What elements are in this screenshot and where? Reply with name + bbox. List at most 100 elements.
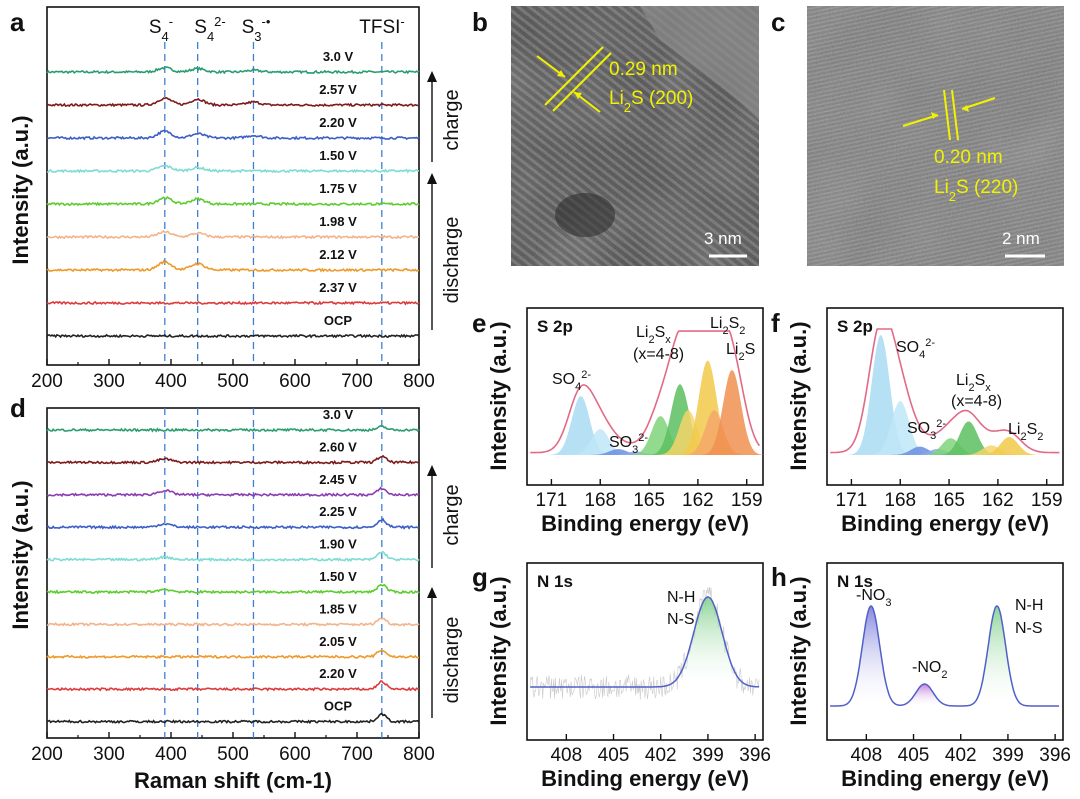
corner-label: N 1s <box>537 572 573 591</box>
y-axis-label: Intensity (a.u.) <box>486 321 511 470</box>
traces <box>46 66 420 339</box>
envelope-curve <box>530 330 761 454</box>
trace-260V <box>46 454 420 465</box>
fit-envelope <box>530 596 760 688</box>
x-tick-label: 159 <box>1031 490 1063 511</box>
x-tick-label: 800 <box>403 371 435 392</box>
trace-175V <box>46 196 420 207</box>
traces <box>46 424 420 725</box>
x-tick-label: 600 <box>279 744 311 765</box>
y-axis-label: Intensity (a.u.) <box>486 576 511 725</box>
component-peak-4 <box>901 438 1000 455</box>
trace-257V <box>46 96 420 108</box>
panel-b-tem-image: 0.29 nm Li2S (200) 3 nm <box>511 6 759 266</box>
trace-220V <box>46 680 420 692</box>
trace-150V <box>46 583 420 595</box>
xps-plot: 171 168 165 162 159 <box>830 328 1063 511</box>
corner-label: N 1s <box>837 572 873 591</box>
trace-150V <box>46 164 419 174</box>
voltage-label: 2.05 V <box>319 634 357 649</box>
voltage-label: 1.75 V <box>319 181 357 196</box>
trace-OCP <box>46 333 420 339</box>
x-axis-label: Raman shift (cm-1) <box>134 768 332 793</box>
x-tick-label: 500 <box>217 744 249 765</box>
x-tick-label: 399 <box>992 745 1024 766</box>
x-axis-label: Binding energy (eV) <box>841 511 1049 536</box>
peak-label-li2sx-range: (x=4-8) <box>633 346 684 363</box>
peak-label-3: TFSI- <box>359 14 405 39</box>
component-peak-2 <box>870 446 969 455</box>
x-tick-label: 700 <box>341 371 373 392</box>
trace-190V <box>46 550 420 563</box>
envelope-curve <box>830 328 1060 454</box>
x-tick-label: 159 <box>731 490 763 511</box>
x-tick-label: 400 <box>155 744 187 765</box>
y-axis-label: Intensity (a.u.) <box>786 576 811 725</box>
x-tick-label: 165 <box>633 490 665 511</box>
voltage-label: 2.60 V <box>319 439 357 454</box>
peak-label-li2sx: Li2Sx <box>956 372 991 394</box>
x-tick-label: 396 <box>1039 745 1071 766</box>
peak-label-so4: SO42- <box>552 369 591 393</box>
x-tick-label: 402 <box>945 745 977 766</box>
panel-d: Intensity (a.u.) Raman shift (cm-1) 3.0 … <box>8 407 463 793</box>
x-tick-label: 165 <box>933 490 965 511</box>
charge-label: charge <box>441 484 463 545</box>
trace-185V <box>46 617 420 627</box>
component-peak-0 <box>668 597 748 687</box>
x-tick-label: 300 <box>93 371 125 392</box>
voltage-label: 2.12 V <box>319 247 357 262</box>
component-peak-0 <box>831 606 911 706</box>
panel-label-f: f <box>771 308 780 338</box>
d-spacing-label: 0.20 nm <box>934 147 1003 168</box>
trace-245V <box>46 486 420 498</box>
panel-h: N 1s Intensity (a.u.) Binding energy (eV… <box>786 562 1071 791</box>
component-peak-1 <box>851 401 950 455</box>
component-peak-5 <box>919 421 1018 455</box>
panel-label-e: e <box>472 308 486 338</box>
x-axis-label: Binding energy (eV) <box>541 766 749 791</box>
discharge-label: discharge <box>441 617 463 704</box>
x-axis-label: Binding energy (eV) <box>541 511 749 536</box>
voltage-label: 1.85 V <box>319 601 357 616</box>
plot-frame <box>526 562 764 741</box>
component-peak-7 <box>960 437 1059 455</box>
peak-label-0: S4- <box>149 14 173 44</box>
trace-30V <box>46 424 420 433</box>
lattice-marker <box>536 46 612 113</box>
peak-labels: S4- S42- S3-• TFSI- <box>149 14 405 44</box>
component-peak-3 <box>587 451 685 455</box>
panel-label-c: c <box>771 7 785 37</box>
x-tick-label: 400 <box>155 371 187 392</box>
voltage-label: 2.37 V <box>319 280 357 295</box>
peak-label-1: S42- <box>194 14 225 44</box>
x-tick-label: 168 <box>584 490 616 511</box>
lattice-marker <box>902 89 996 141</box>
x-tick-label: 171 <box>836 490 868 511</box>
component-peak-5 <box>631 384 729 455</box>
panel-e: S 2p Intensity (a.u.) Binding energy (eV… <box>486 307 781 536</box>
component-peak-8 <box>665 410 763 455</box>
panel-label-a: a <box>10 7 25 37</box>
component-peak-4 <box>611 416 710 455</box>
peak-label-no2: -NO2 <box>912 659 947 681</box>
voltage-label: 3.0 V <box>323 49 354 64</box>
x-tick-label: 168 <box>884 490 916 511</box>
peak-label-li2s2: Li2S2 <box>1008 421 1043 443</box>
voltage-label: 2.25 V <box>319 504 357 519</box>
peak-label-li2sx-range: (x=4-8) <box>951 393 1002 410</box>
y-axis-label: Intensity (a.u.) <box>786 321 811 470</box>
trace-237V <box>46 300 420 306</box>
d-spacing-label: 0.29 nm <box>609 59 678 80</box>
panel-a: Intensity (a.u.) 3.0 V 2.57 V 2.20 V 1.50 V… <box>8 6 463 392</box>
panel-f: S 2p Intensity (a.u.) Binding energy (eV… <box>786 307 1064 536</box>
panel-g: N 1s Intensity (a.u.) Binding energy (eV… <box>486 562 771 791</box>
peak-label-so4: SO42- <box>896 337 935 361</box>
scalebar-label: 2 nm <box>1002 229 1040 248</box>
xps-plot: 408 405 402 399 396 <box>529 586 771 766</box>
discharge-arrow: discharge <box>427 587 463 718</box>
discharge-label: discharge <box>441 217 463 304</box>
x-tick-label: 405 <box>598 745 630 766</box>
peak-label-li2s2: Li2S2 <box>710 315 745 337</box>
charge-arrow: charge <box>427 465 463 568</box>
